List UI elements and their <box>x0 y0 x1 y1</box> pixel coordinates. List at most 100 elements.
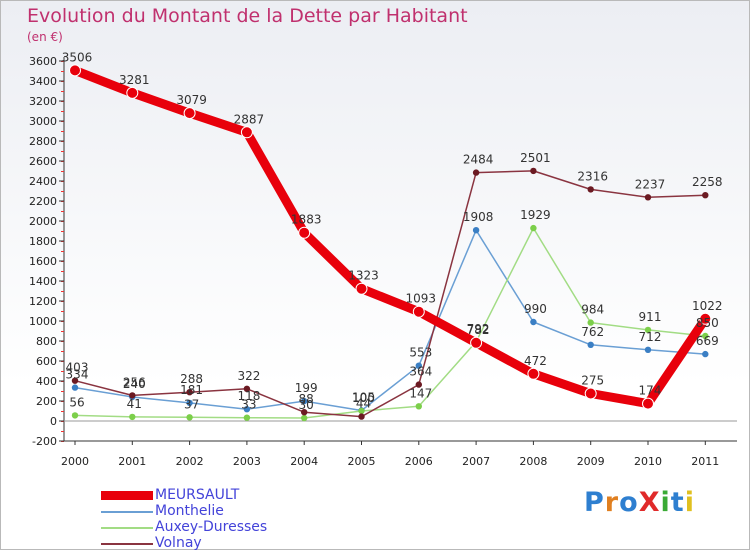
y-tick-label: 200 <box>36 395 57 408</box>
data-point-auxey-duresses <box>415 403 422 410</box>
data-point-auxey-duresses <box>530 224 537 232</box>
data-point-volnay <box>644 194 652 201</box>
legend-label: Monthelie <box>155 503 224 519</box>
brand-letter: X <box>638 487 661 518</box>
series-line-meursault <box>70 65 710 409</box>
data-label-auxey-duresses: 30 <box>299 398 314 412</box>
data-label-volnay: 44 <box>356 397 371 411</box>
brand-letter: P <box>584 487 605 518</box>
x-tick-label: 2003 <box>233 455 261 468</box>
data-label-meursault: 1093 <box>406 292 437 306</box>
data-label-meursault: 3506 <box>62 50 93 64</box>
brand-letter: i <box>684 487 695 518</box>
data-label-monthelie: 762 <box>581 325 604 339</box>
data-label-meursault: 472 <box>524 354 547 368</box>
x-tick-label: 2004 <box>290 455 318 468</box>
data-point-auxey-duresses <box>243 414 251 421</box>
legend-item: Auxey-Duresses <box>101 519 321 535</box>
data-point-monthelie <box>71 384 79 391</box>
data-label-auxey-duresses: 100 <box>352 391 375 405</box>
data-point-monthelie <box>186 399 193 407</box>
brand-letter: t <box>670 487 685 518</box>
data-point-meursault <box>298 226 311 239</box>
data-label-meursault: 782 <box>467 323 490 337</box>
y-tick-label: 3000 <box>29 115 57 128</box>
y-tick-label: 1400 <box>29 275 57 288</box>
legend-swatch <box>101 527 153 529</box>
y-tick-label: 1200 <box>29 295 57 308</box>
data-point-monthelie <box>702 350 709 358</box>
data-label-volnay: 322 <box>237 369 260 383</box>
data-label-auxey-duresses: 33 <box>241 398 256 412</box>
data-point-volnay <box>358 413 365 420</box>
y-tick-label: 1800 <box>29 235 57 248</box>
data-label-volnay: 2484 <box>463 153 494 167</box>
data-point-monthelie <box>415 362 422 369</box>
data-point-meursault <box>240 126 253 139</box>
data-point-meursault <box>183 107 196 120</box>
y-tick-label: 1000 <box>29 315 57 328</box>
data-label-auxey-duresses: 850 <box>696 316 719 330</box>
data-label-meursault: 1022 <box>692 299 723 313</box>
data-label-auxey-duresses: 147 <box>409 386 432 400</box>
data-point-monthelie <box>472 227 480 234</box>
data-point-meursault <box>355 282 368 295</box>
x-tick-label: 2001 <box>118 455 146 468</box>
data-label-auxey-duresses: 1929 <box>520 208 551 222</box>
x-tick-label: 2005 <box>348 455 376 468</box>
data-label-volnay: 288 <box>180 372 203 386</box>
data-point-auxey-duresses <box>71 412 79 419</box>
chart-title: Evolution du Montant de la Dette par Hab… <box>27 5 468 27</box>
data-label-volnay: 364 <box>409 365 432 379</box>
data-label-meursault: 174 <box>639 384 662 398</box>
data-label-volnay: 2501 <box>520 151 551 165</box>
data-label-meursault: 1323 <box>348 269 379 283</box>
data-label-volnay: 2258 <box>692 175 723 189</box>
data-label-meursault: 275 <box>581 374 604 388</box>
legend-swatch <box>101 491 153 500</box>
y-tick-label: 0 <box>50 415 57 428</box>
data-label-auxey-duresses: 56 <box>69 395 84 409</box>
x-tick-label: 2009 <box>577 455 605 468</box>
data-label-monthelie: 118 <box>237 389 260 403</box>
x-tick-label: 2002 <box>176 455 204 468</box>
y-tick-label: 2400 <box>29 175 57 188</box>
data-label-monthelie: 1908 <box>463 210 494 224</box>
data-point-meursault <box>584 387 597 400</box>
y-tick-label: 3400 <box>29 75 57 88</box>
data-label-auxey-duresses: 37 <box>184 397 199 411</box>
data-point-volnay <box>702 192 709 199</box>
unit-label: (en €) <box>27 30 63 44</box>
data-label-auxey-duresses: 984 <box>581 303 604 317</box>
y-tick-label: 3600 <box>29 55 57 68</box>
data-point-monthelie <box>587 341 594 348</box>
data-label-monthelie: 669 <box>696 334 719 348</box>
data-point-volnay <box>301 409 308 416</box>
legend-item: Monthelie <box>101 503 321 519</box>
data-point-meursault <box>527 367 540 380</box>
data-point-auxey-duresses <box>587 319 594 326</box>
brand-logo: ProXiti <box>584 487 695 518</box>
legend-item: MEURSAULT <box>101 487 321 503</box>
y-tick-label: 800 <box>36 335 57 348</box>
data-label-monthelie: 240 <box>123 377 146 391</box>
data-point-monthelie <box>530 318 537 326</box>
data-point-volnay <box>186 389 193 396</box>
series-line-auxey-duresses <box>74 227 707 419</box>
data-label-volnay: 403 <box>66 361 89 375</box>
data-point-volnay <box>415 381 422 388</box>
legend-swatch <box>101 511 153 513</box>
data-point-volnay <box>71 377 79 384</box>
data-point-auxey-duresses <box>301 414 308 422</box>
data-point-auxey-duresses <box>129 413 136 421</box>
x-tick-label: 2007 <box>462 455 490 468</box>
y-tick-label: -200 <box>32 435 57 448</box>
data-label-monthelie: 105 <box>352 391 375 405</box>
data-point-auxey-duresses <box>186 414 193 421</box>
data-label-volnay: 256 <box>123 375 146 389</box>
legend-label: MEURSAULT <box>155 487 240 503</box>
data-point-monthelie <box>301 397 308 405</box>
data-point-meursault <box>642 397 654 410</box>
data-point-auxey-duresses <box>358 407 365 415</box>
